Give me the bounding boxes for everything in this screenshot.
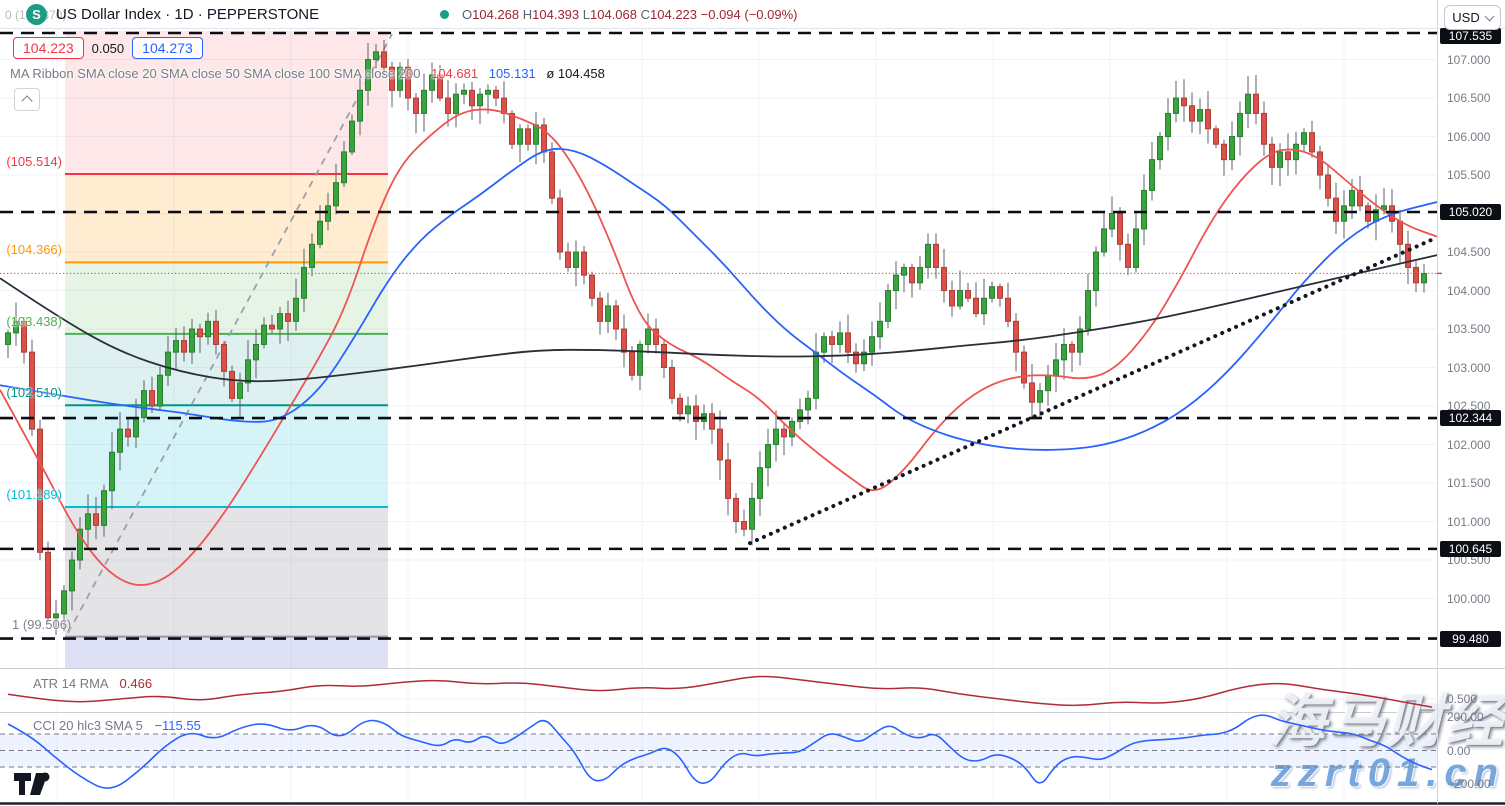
- price-tick: 101.000: [1447, 514, 1491, 529]
- price-tick: 102.500: [1447, 399, 1491, 414]
- market-status-icon: [440, 10, 449, 19]
- price-tick: 101.500: [1447, 476, 1491, 491]
- high-value: 104.393: [532, 7, 580, 22]
- chevron-down-icon: [1484, 11, 1495, 21]
- low-value: 104.068: [590, 7, 637, 22]
- price-level-badge: 100.645: [1440, 540, 1501, 557]
- open-label: O: [462, 7, 473, 22]
- price-tick: 107.000: [1447, 52, 1491, 67]
- price-level-badge: 107.535: [1440, 28, 1501, 44]
- chevron-up-icon: [21, 95, 33, 107]
- spread-value: 0.050: [91, 40, 125, 56]
- close-label: C: [640, 7, 651, 22]
- open-value: 104.268: [472, 7, 520, 22]
- fib-band: [65, 31, 388, 174]
- cci-value: −115.55: [154, 718, 201, 733]
- symbol-title[interactable]: US Dollar Index · 1D · PEPPERSTONE: [56, 6, 320, 23]
- cci-title: CCI 20 hlc3 SMA 5: [33, 718, 143, 733]
- ohlc-readout: O104.268 H104.393 L104.068 C104.223 −0.0…: [462, 7, 798, 22]
- fib-band: [65, 636, 388, 668]
- fib-band: [65, 405, 388, 507]
- cci-axis-tick: 0.00: [1447, 743, 1471, 758]
- price-tick: 104.000: [1447, 283, 1491, 298]
- fib-level-label: (103.438): [6, 313, 62, 329]
- legend-collapse-button[interactable]: [14, 88, 40, 111]
- cci-indicator-legend[interactable]: CCI 20 hlc3 SMA 5 −115.55: [33, 718, 201, 733]
- price-tick: 103.500: [1447, 322, 1491, 337]
- low-label: L: [582, 7, 590, 22]
- high-label: H: [522, 7, 533, 22]
- ma-fast-value: 104.681: [431, 66, 479, 81]
- currency-dropdown[interactable]: USD: [1444, 5, 1501, 30]
- price-tick: 104.500: [1447, 245, 1491, 260]
- tradingview-logo[interactable]: [12, 770, 52, 798]
- trendline-dashed: [67, 33, 393, 634]
- ma-line-sma-fast: [0, 108, 1438, 586]
- price-tick: 100.000: [1447, 591, 1491, 606]
- close-value: 104.223: [650, 7, 698, 22]
- change-value: −0.094 (−0.09%): [700, 7, 798, 22]
- price-tick: 102.000: [1447, 437, 1491, 452]
- cci-axis-tick: 200.00: [1447, 710, 1484, 725]
- fib-level-label: (102.510): [6, 385, 62, 401]
- fib-level-label: (101.189): [6, 486, 62, 502]
- sell-bid-button[interactable]: 104.223: [13, 37, 84, 59]
- ma-line-sma-200: [0, 254, 1438, 383]
- fib-band: [65, 506, 388, 637]
- price-tick: 106.500: [1447, 91, 1491, 106]
- atr-axis-tick: 0.500: [1447, 692, 1478, 706]
- atr-line: [7, 675, 1433, 708]
- ma-ribbon-title: MA Ribbon: [10, 66, 74, 81]
- fib-level-label: 1 (99.506): [12, 616, 72, 632]
- price-level-badge: 105.020: [1440, 204, 1501, 220]
- price-level-badge: 99.480: [1440, 630, 1501, 647]
- ma-average-value: ø 104.458: [546, 66, 605, 81]
- price-tick: 106.000: [1447, 129, 1491, 144]
- atr-title: ATR 14 RMA: [33, 676, 108, 691]
- ma-ribbon-legend[interactable]: MA Ribbon SMA close 20 SMA close 50 SMA …: [10, 66, 605, 81]
- price-tick: 105.500: [1447, 168, 1491, 183]
- atr-value: 0.466: [119, 676, 153, 691]
- cci-axis-tick: −200.00: [1447, 776, 1491, 791]
- fib-level-label: (104.366): [6, 242, 62, 258]
- broker-logo-icon: S: [26, 4, 47, 25]
- ma-ribbon-params: SMA close 20 SMA close 50 SMA close 100 …: [77, 66, 421, 81]
- price-level-badge: 102.344: [1440, 410, 1501, 427]
- quote-row: 104.223 0.050 104.273: [13, 37, 203, 59]
- atr-indicator-legend[interactable]: ATR 14 RMA 0.466: [33, 676, 152, 691]
- toolbar: [0, 0, 1505, 29]
- cci-line: [7, 714, 1433, 789]
- price-tick: 103.000: [1447, 360, 1491, 375]
- fib-band: [65, 262, 388, 334]
- buy-ask-button[interactable]: 104.273: [132, 37, 203, 59]
- candlesticks: [5, 40, 1427, 635]
- ma-line-sma-slow: [0, 147, 1438, 451]
- ma-slow-value: 105.131: [488, 66, 536, 81]
- currency-label: USD: [1452, 10, 1480, 25]
- fib-level-label: (105.514): [6, 153, 62, 169]
